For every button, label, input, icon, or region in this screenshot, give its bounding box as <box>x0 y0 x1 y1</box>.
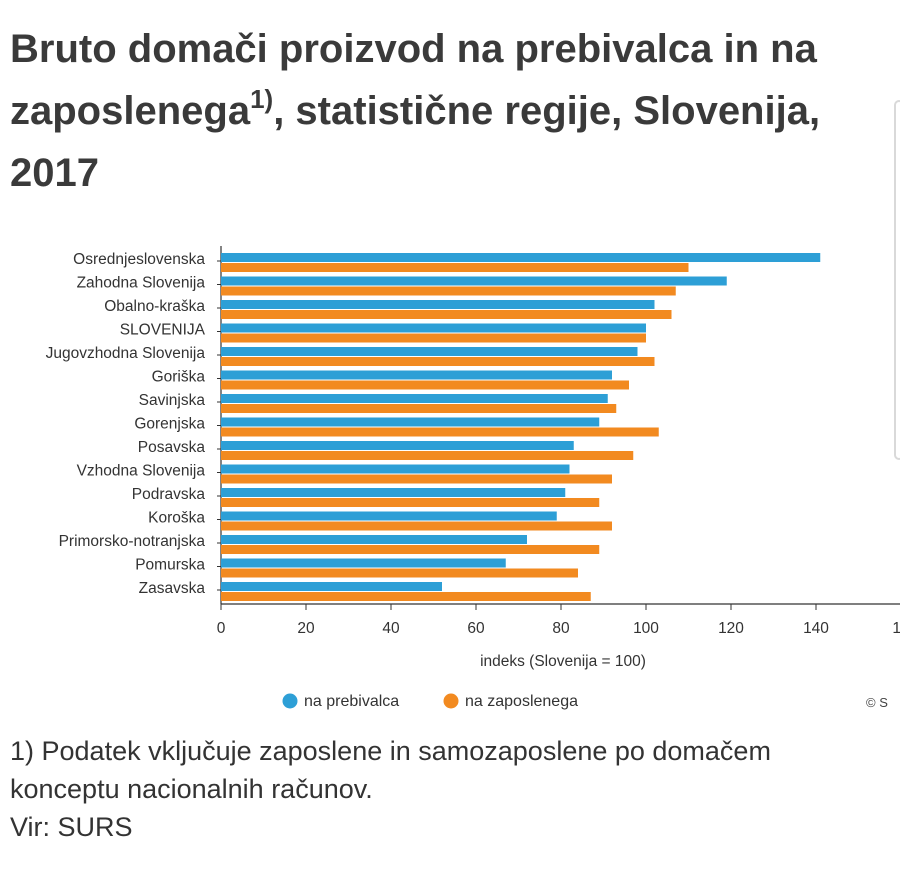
bar-na-zaposlenega <box>221 427 659 437</box>
x-tick-label: 80 <box>552 620 570 637</box>
bar-na-prebivalca <box>221 441 574 450</box>
title-rest: , statistične regije, Slovenija, 2017 <box>10 89 821 195</box>
chart-title: Bruto domači proizvod na prebivalca in n… <box>10 18 880 204</box>
bar-na-prebivalca <box>221 323 646 333</box>
category-label: Jugovzhodna Slovenija <box>46 345 206 362</box>
bar-na-prebivalca <box>221 347 638 356</box>
source-mark: © S <box>866 695 888 710</box>
x-tick-label: 16 <box>892 620 900 637</box>
scroll-container-edge <box>894 100 900 460</box>
x-tick-label: 0 <box>217 620 226 637</box>
category-label: Savinjska <box>139 392 206 409</box>
bar-na-prebivalca <box>221 300 655 309</box>
bar-na-prebivalca <box>221 464 570 474</box>
x-tick-label: 140 <box>803 620 829 637</box>
bar-na-zaposlenega <box>221 357 655 366</box>
bar-na-prebivalca <box>221 582 442 591</box>
category-label: Posavska <box>138 439 206 456</box>
bar-na-zaposlenega <box>221 333 646 343</box>
x-tick-label: 20 <box>297 620 315 637</box>
title-main: Bruto domači proizvod na prebivalca in n… <box>10 27 817 133</box>
bar-na-zaposlenega <box>221 568 578 578</box>
bar-na-zaposlenega <box>221 310 672 319</box>
bar-na-zaposlenega <box>221 380 629 390</box>
bar-na-prebivalca <box>221 370 612 380</box>
x-tick-label: 40 <box>382 620 400 637</box>
bar-na-zaposlenega <box>221 286 676 296</box>
category-label: Obalno-kraška <box>104 298 205 315</box>
legend-marker <box>282 693 298 709</box>
bar-chart: Osrednjeslovenska Zahodna Slovenija Obalno… <box>46 246 900 710</box>
legend-marker <box>443 693 459 709</box>
x-tick-label: 120 <box>718 620 744 637</box>
category-label: Vzhodna Slovenija <box>77 463 206 480</box>
category-label: Zasavska <box>139 580 206 597</box>
x-tick-label: 60 <box>467 620 485 637</box>
title-footnote-mark: 1) <box>250 84 274 114</box>
bar-na-zaposlenega <box>221 404 617 413</box>
bar-na-zaposlenega <box>221 545 600 554</box>
bar-na-prebivalca <box>221 511 557 521</box>
bar-na-prebivalca <box>221 417 600 427</box>
category-label: Osrednjeslovenska <box>73 251 205 268</box>
x-tick-label: 100 <box>633 620 659 637</box>
category-label: Goriška <box>152 369 206 386</box>
legend-label: na zaposlenega <box>465 693 578 710</box>
bar-na-prebivalca <box>221 558 506 568</box>
bar-na-prebivalca <box>221 488 566 497</box>
category-label: SLOVENIJA <box>120 322 206 339</box>
category-label: Primorsko-notranjska <box>59 533 206 550</box>
bar-na-prebivalca <box>221 276 727 286</box>
category-label: Koroška <box>148 510 205 527</box>
category-label: Gorenjska <box>134 416 205 433</box>
bar-na-zaposlenega <box>221 498 600 507</box>
bar-na-zaposlenega <box>221 592 591 601</box>
bar-na-prebivalca <box>221 253 821 262</box>
category-label: Zahodna Slovenija <box>77 275 206 292</box>
bar-na-zaposlenega <box>221 521 612 531</box>
bar-na-prebivalca <box>221 535 527 544</box>
footnote-line-1: 1) Podatek vključuje zaposlene in samoza… <box>10 736 771 766</box>
bar-na-zaposlenega <box>221 474 612 484</box>
x-axis-label: indeks (Slovenija = 100) <box>480 653 646 670</box>
category-label: Pomurska <box>135 557 205 574</box>
bar-na-zaposlenega <box>221 451 634 460</box>
bar-na-prebivalca <box>221 394 608 403</box>
legend-label: na prebivalca <box>304 693 399 710</box>
footnote-source: Vir: SURS <box>10 812 133 842</box>
bar-na-zaposlenega <box>221 263 689 272</box>
footnote: 1) Podatek vključuje zaposlene in samoza… <box>10 732 900 846</box>
footnote-line-2: konceptu nacionalnih računov. <box>10 774 373 804</box>
category-label: Podravska <box>132 486 206 503</box>
